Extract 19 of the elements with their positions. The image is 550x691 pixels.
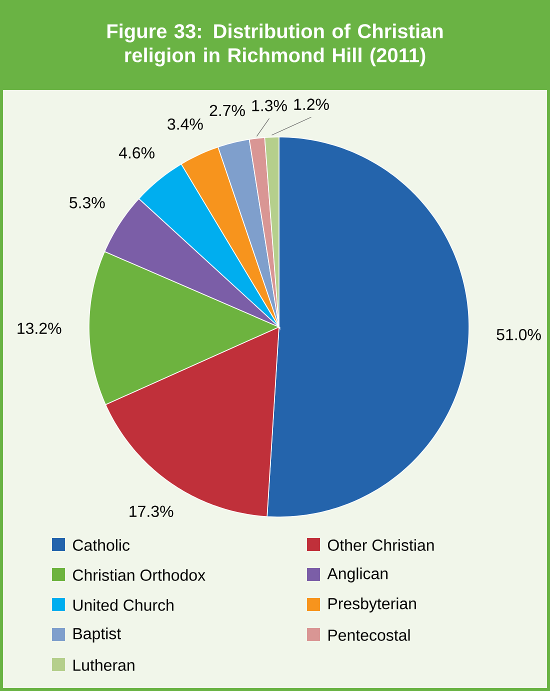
data-label: 5.3%	[70, 197, 105, 208]
data-label: 4.6%	[118, 147, 154, 159]
chart-title: Figure 33: Distribution of Christian religion in Richmond Hill (2011)	[107, 24, 443, 66]
data-label: 13.2%	[18, 322, 62, 334]
legend-label: Baptist	[74, 628, 121, 642]
data-label: 51.0%	[496, 328, 541, 340]
legend-label: Lutheran	[74, 659, 134, 671]
legend-label: Other Christian	[328, 539, 434, 551]
legend-label: Anglican	[327, 568, 388, 582]
legend-label: Christian Orthodox	[73, 569, 206, 581]
legend-label: Pentecostal	[328, 629, 410, 641]
legend-label: United Church	[73, 599, 174, 611]
legend-label: Presbyterian	[328, 598, 416, 612]
legend-label: Catholic	[73, 539, 130, 551]
data-label: 1.3%	[252, 100, 287, 112]
data-label: 2.7%	[210, 104, 245, 116]
data-label: 1.2%	[294, 98, 329, 110]
data-label: 3.4%	[168, 118, 203, 130]
data-label: 17.3%	[130, 506, 174, 518]
